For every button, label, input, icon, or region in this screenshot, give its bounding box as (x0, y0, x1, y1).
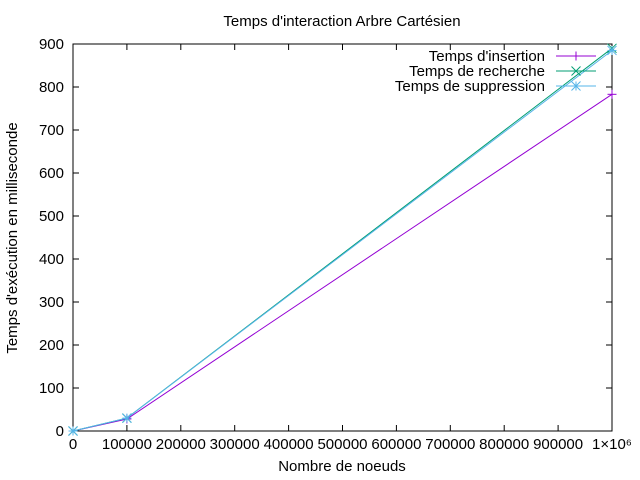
chart-title: Temps d'interaction Arbre Cartésien (223, 13, 460, 30)
x-tick-label: 500000 (317, 436, 367, 453)
x-tick-label: 900000 (533, 436, 583, 453)
legend-label: Temps de recherche (409, 63, 545, 80)
y-tick-label: 400 (39, 251, 64, 268)
y-tick-label: 100 (39, 380, 64, 397)
y-axis-label: Temps d'exécution en milliseconde (4, 122, 21, 353)
y-tick-label: 800 (39, 79, 64, 96)
x-tick-label: 1×10⁶ (592, 436, 632, 453)
data-point (122, 413, 132, 423)
data-point (571, 66, 581, 76)
y-axis: 0 100 200 300 400 500 600 700 800 900 (39, 36, 612, 440)
x-tick-label: 400000 (264, 436, 314, 453)
data-point (607, 89, 617, 99)
series-line (72, 93, 613, 432)
data-point (571, 81, 581, 91)
y-tick-label: 200 (39, 337, 64, 354)
plot-border (72, 43, 613, 432)
plot-frame (72, 43, 613, 432)
x-tick-label: 200000 (156, 436, 206, 453)
y-tick-label: 600 (39, 165, 64, 182)
x-tick-label: 800000 (479, 436, 529, 453)
x-tick-label: 600000 (371, 436, 421, 453)
series-layer (68, 43, 617, 436)
x-tick-label: 300000 (210, 436, 260, 453)
x-tick-label: 0 (69, 436, 77, 453)
x-axis-label: Nombre de noeuds (278, 458, 406, 475)
x-tick-label: 700000 (425, 436, 475, 453)
series-line (72, 47, 613, 432)
legend-label: Temps de suppression (395, 78, 545, 95)
data-point (68, 426, 78, 436)
y-tick-label: 300 (39, 294, 64, 311)
y-tick-label: 900 (39, 36, 64, 53)
y-tick-label: 700 (39, 122, 64, 139)
legend-label: Temps d'insertion (429, 48, 545, 65)
data-point (571, 51, 581, 61)
x-tick-label: 100000 (102, 436, 152, 453)
y-tick-label: 500 (39, 208, 64, 225)
y-tick-label: 0 (56, 423, 64, 440)
data-point (607, 45, 617, 56)
series-line (72, 50, 613, 432)
x-axis: 0 100000 200000 300000 400000 500000 600000 700… (69, 44, 632, 453)
